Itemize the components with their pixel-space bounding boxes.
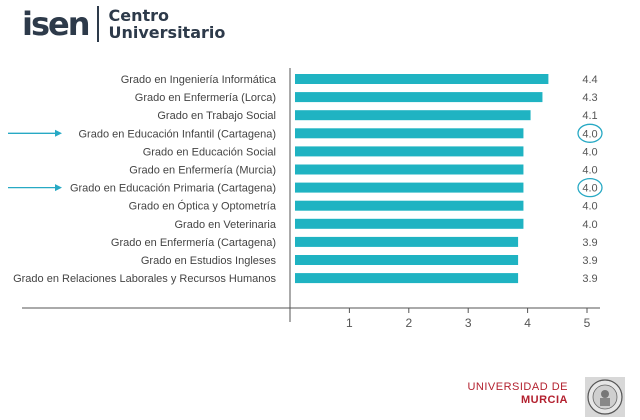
logo-subtitle: Centro Universitario (109, 7, 226, 41)
bar (295, 146, 524, 157)
value-label: 4.0 (582, 146, 597, 158)
value-label: 4.4 (582, 74, 597, 86)
logo-divider (96, 6, 99, 42)
category-label: Grado en Óptica y Optometría (129, 200, 277, 213)
university-name-line1: UNIVERSIDAD DE (467, 381, 568, 393)
bar (295, 255, 519, 265)
bar (295, 273, 519, 284)
arrow-head-icon (55, 129, 62, 137)
category-label: Grado en Relaciones Laborales y Recursos… (13, 273, 276, 285)
value-label: 3.9 (582, 273, 597, 285)
category-label: Grado en Trabajo Social (157, 110, 276, 122)
category-label: Grado en Ingeniería Informática (121, 74, 277, 86)
bar (295, 182, 524, 193)
x-tick-label: 4 (524, 316, 531, 330)
category-label: Grado en Enfermería (Lorca) (135, 92, 276, 104)
logo-subtitle-line1: Centro (108, 6, 170, 25)
university-seal-icon (585, 377, 625, 417)
university-logo-text: UNIVERSIDAD DE MURCIA (467, 381, 568, 407)
value-label: 3.9 (582, 255, 597, 267)
highlight-circle (577, 123, 603, 143)
bar (295, 236, 519, 247)
value-label: 4.3 (582, 92, 597, 104)
bar (295, 74, 549, 84)
category-label: Grado en Enfermería (Murcia) (129, 165, 276, 177)
x-tick-label: 3 (465, 316, 472, 330)
bar (295, 218, 524, 229)
value-label: 4.0 (582, 219, 597, 231)
bar (295, 92, 543, 103)
x-tick-label: 1 (346, 316, 353, 330)
isen-logo: isen (22, 5, 90, 43)
category-label: Grado en Educación Primaria (Cartagena) (70, 183, 276, 195)
x-tick-label: 5 (584, 316, 591, 330)
bar (295, 164, 524, 175)
university-name-line2: MURCIA (521, 394, 568, 406)
category-label: Grado en Educación Infantil (Cartagena) (78, 128, 276, 140)
category-label: Grado en Educación Social (143, 146, 276, 158)
value-label: 4.0 (582, 128, 597, 140)
category-label: Grado en Estudios Ingleses (141, 255, 277, 267)
value-label: 4.0 (582, 165, 597, 177)
bar (295, 128, 524, 139)
bar (295, 110, 531, 121)
arrow-head-icon (55, 184, 62, 192)
bar (295, 200, 524, 211)
x-tick-label: 2 (405, 316, 412, 330)
value-label: 4.1 (582, 110, 597, 122)
value-label: 3.9 (582, 237, 597, 249)
category-label: Grado en Veterinaria (174, 219, 276, 231)
highlight-circle (577, 177, 603, 198)
value-label: 4.0 (582, 201, 597, 213)
value-label: 4.0 (582, 183, 597, 195)
header: isen Centro Universitario (22, 2, 225, 46)
category-label: Grado en Enfermería (Cartagena) (111, 237, 276, 249)
logo-subtitle-line2: Universitario (108, 23, 226, 42)
